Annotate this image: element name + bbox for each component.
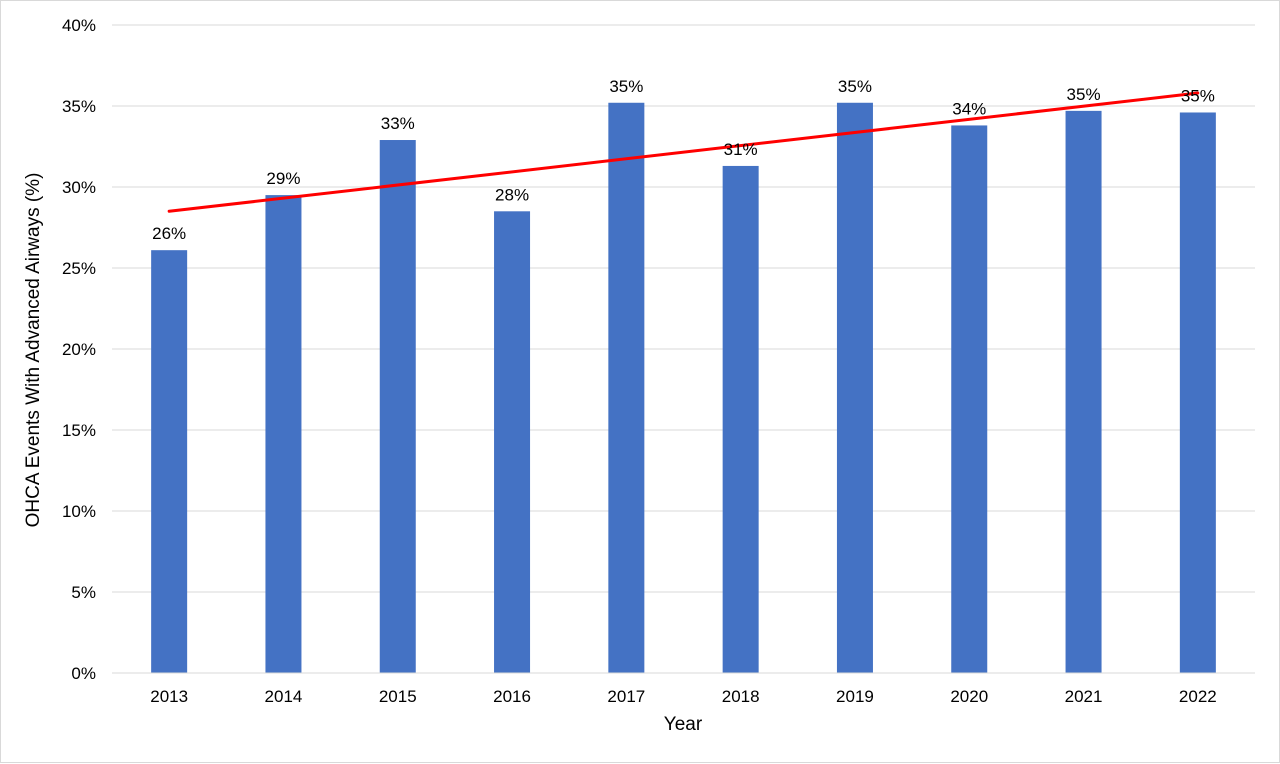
x-axis-title: Year bbox=[664, 714, 703, 735]
x-tick-label: 2020 bbox=[950, 687, 988, 706]
bar bbox=[722, 165, 759, 673]
data-labels: 26% 29% 33% 28% 35% 31% 35% 34% 35% 35% bbox=[152, 77, 1215, 243]
y-tick-label: 30% bbox=[62, 178, 96, 197]
trendline bbox=[167, 91, 1200, 213]
x-tick-label: 2013 bbox=[150, 687, 188, 706]
y-axis-title: OHCA Events With Advanced Airways (%) bbox=[23, 173, 44, 528]
y-tick-label: 20% bbox=[62, 340, 96, 359]
y-tick-label: 15% bbox=[62, 421, 96, 440]
trendline-layer bbox=[167, 91, 1200, 213]
bar bbox=[1065, 110, 1102, 674]
x-tick-label: 2015 bbox=[379, 687, 417, 706]
bar bbox=[151, 250, 188, 673]
gridlines bbox=[112, 24, 1255, 593]
data-label: 35% bbox=[609, 77, 643, 96]
y-tick-label: 35% bbox=[62, 97, 96, 116]
data-label: 35% bbox=[1181, 86, 1215, 105]
data-label: 33% bbox=[381, 114, 415, 133]
bar bbox=[265, 195, 302, 673]
bar bbox=[951, 125, 988, 673]
bars bbox=[151, 102, 1216, 674]
y-tick-label: 10% bbox=[62, 502, 96, 521]
bar bbox=[379, 140, 416, 673]
y-tick-label: 40% bbox=[62, 16, 96, 35]
data-label: 31% bbox=[724, 140, 758, 159]
bar bbox=[608, 102, 645, 673]
data-label: 35% bbox=[838, 77, 872, 96]
x-tick-label: 2021 bbox=[1065, 687, 1103, 706]
axes: 0% 5% 10% 15% 20% 25% 30% 35% 40% 2013 2014 2015 201… bbox=[62, 16, 1255, 706]
x-tick-label: 2014 bbox=[265, 687, 303, 706]
bar bbox=[1179, 112, 1216, 674]
bar bbox=[494, 211, 531, 674]
data-label: 29% bbox=[266, 169, 300, 188]
x-tick-label: 2018 bbox=[722, 687, 760, 706]
data-label: 35% bbox=[1067, 85, 1101, 104]
data-label: 28% bbox=[495, 185, 529, 204]
data-label: 34% bbox=[952, 99, 986, 118]
x-tick-label: 2022 bbox=[1179, 687, 1217, 706]
x-tick-label: 2019 bbox=[836, 687, 874, 706]
x-tick-label: 2017 bbox=[607, 687, 645, 706]
bar bbox=[836, 102, 873, 673]
y-tick-label: 25% bbox=[62, 259, 96, 278]
data-label: 26% bbox=[152, 224, 186, 243]
x-tick-label: 2016 bbox=[493, 687, 531, 706]
y-tick-label: 5% bbox=[71, 583, 96, 602]
y-tick-label: 0% bbox=[71, 664, 96, 683]
